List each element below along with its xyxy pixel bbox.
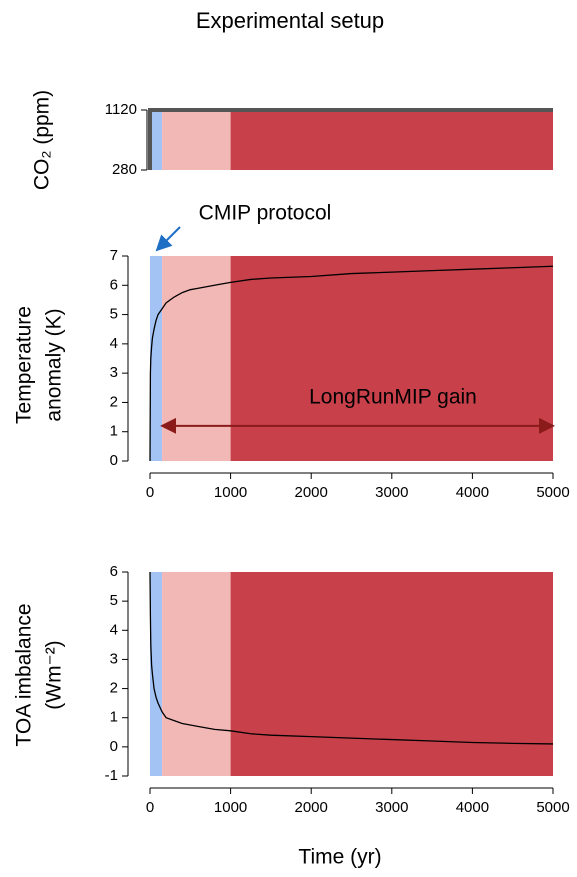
x-tick-label: 4000: [456, 484, 489, 501]
y-tick-label: 5: [110, 592, 118, 609]
x-tick-label: 1000: [214, 799, 247, 816]
y-axis-title: TOA imbalance: [13, 603, 36, 746]
y-tick-label: 6: [110, 276, 118, 293]
y-axis-title: (Wm⁻²): [43, 640, 66, 709]
y-tick-label: 6: [110, 563, 118, 580]
y-tick-label: 0: [110, 738, 118, 755]
data-line: [149, 571, 554, 745]
cmip-arrow: [155, 226, 181, 252]
figure-title: Experimental setup: [196, 8, 384, 33]
phase-band: [230, 572, 553, 776]
y-tick-label: 2: [110, 393, 118, 410]
y-tick-label: 7: [110, 247, 118, 264]
data-line: [149, 265, 554, 462]
x-tick-label: 2000: [295, 799, 328, 816]
y-tick-label: 1120: [105, 101, 137, 118]
y-axis-title: anomaly (K): [43, 308, 66, 421]
phase-band: [230, 110, 553, 170]
x-tick-label: 3000: [375, 799, 408, 816]
phase-band: [150, 256, 163, 461]
phase-band: [162, 256, 231, 461]
phase-band: [162, 110, 231, 170]
y-tick-label: -1: [105, 767, 118, 784]
x-tick-label: 0: [146, 799, 154, 816]
y-axis-title: CO₂ (ppm): [31, 90, 54, 190]
phase-band: [162, 572, 231, 776]
y-tick-label: 1: [110, 423, 118, 440]
y-tick-label: 2: [110, 680, 118, 697]
y-tick-label: 1: [110, 709, 118, 726]
phase-band: [230, 256, 553, 461]
y-tick-label: 280: [112, 161, 137, 178]
gain-label: LongRunMIP gain: [309, 385, 477, 408]
x-tick-label: 5000: [536, 484, 569, 501]
x-axis-title: Time (yr): [298, 846, 381, 869]
y-axis-title: Temperature: [13, 306, 36, 424]
x-tick-label: 5000: [536, 799, 569, 816]
co2-line: [148, 108, 553, 170]
x-tick-label: 3000: [375, 484, 408, 501]
x-tick-label: 0: [146, 484, 154, 501]
phase-band: [150, 110, 163, 170]
x-tick-label: 4000: [456, 799, 489, 816]
y-tick-label: 4: [110, 335, 118, 352]
y-tick-label: 3: [110, 364, 118, 381]
y-tick-label: 4: [110, 621, 118, 638]
y-tick-label: 5: [110, 306, 118, 323]
phase-band: [150, 572, 163, 776]
y-tick-label: 3: [110, 650, 118, 667]
x-tick-label: 2000: [295, 484, 328, 501]
y-tick-label: 0: [110, 452, 118, 469]
cmip-label: CMIP protocol: [199, 202, 332, 225]
x-tick-label: 1000: [214, 484, 247, 501]
